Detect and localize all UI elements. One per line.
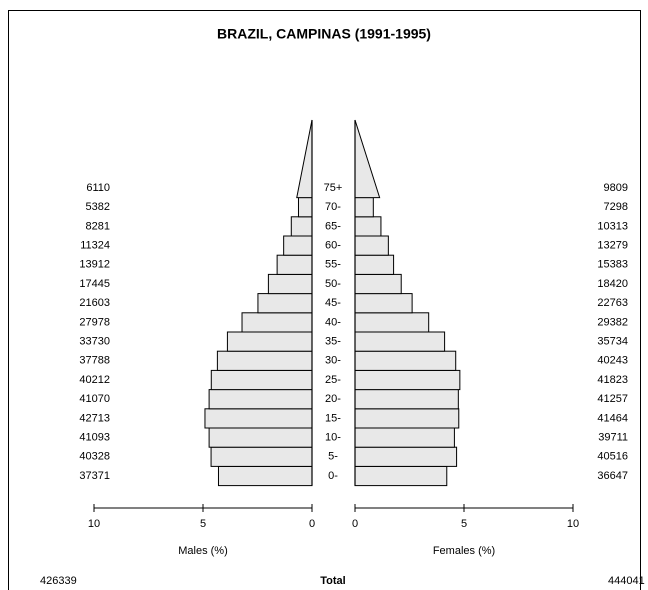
count-label: 41257 [597, 393, 628, 405]
bar-top [354, 119, 381, 199]
bar [354, 235, 389, 256]
count-label: 11324 [80, 240, 110, 252]
chart-title: BRAZIL, CAMPINAS (1991-1995) [217, 26, 431, 42]
count-label: 27978 [79, 316, 110, 328]
bar [354, 312, 430, 333]
count-label: 7298 [604, 201, 628, 213]
age-label: 65- [325, 220, 341, 232]
count-label: 22763 [597, 297, 628, 309]
x-tick-label: 10 [88, 518, 100, 530]
age-label: 0- [328, 470, 338, 482]
age-label: 25- [325, 374, 341, 386]
count-label: 37788 [79, 355, 110, 367]
x-tick-label: 5 [461, 518, 467, 530]
bar [297, 197, 313, 218]
age-label: 10- [325, 432, 341, 444]
count-label: 40212 [79, 374, 110, 386]
age-label: 30- [325, 355, 341, 367]
bar [210, 369, 313, 391]
count-label: 18420 [597, 278, 628, 290]
bar [276, 254, 313, 275]
bar [208, 427, 313, 448]
bar [257, 293, 313, 314]
bar [354, 389, 459, 410]
count-label: 37371 [79, 470, 110, 482]
count-label: 41070 [79, 393, 110, 405]
count-label: 15383 [597, 259, 628, 271]
age-label: 20- [325, 393, 341, 405]
axis-label: Males (%) [178, 545, 228, 557]
age-label: 15- [325, 412, 341, 424]
age-label: 50- [325, 278, 341, 290]
age-label: 40- [325, 316, 341, 328]
bar [354, 465, 448, 487]
bar [241, 312, 313, 333]
bar [290, 216, 313, 237]
axis-label: Females (%) [433, 545, 495, 557]
count-label: 41464 [597, 412, 628, 424]
bar [354, 216, 382, 237]
count-label: 9809 [604, 182, 628, 194]
x-tick-label: 10 [567, 518, 579, 530]
bar [354, 350, 457, 371]
age-label: 5- [328, 451, 338, 463]
count-label: 5382 [86, 201, 110, 213]
count-label: 21603 [79, 297, 110, 309]
bar [216, 350, 313, 371]
count-label: 10313 [597, 220, 628, 232]
total-value: 444041 [608, 575, 645, 587]
bar [226, 331, 313, 352]
bar [354, 293, 413, 314]
bar [267, 273, 313, 295]
bar [354, 408, 460, 429]
x-tick-label: 0 [309, 518, 315, 530]
age-label: 75+ [324, 182, 343, 194]
x-tick-label: 5 [200, 518, 206, 530]
bar [283, 235, 313, 256]
age-label: 35- [325, 336, 341, 348]
count-label: 40328 [79, 451, 110, 463]
count-label: 41093 [79, 432, 110, 444]
bar [210, 446, 313, 467]
count-label: 41823 [597, 374, 628, 386]
bar [208, 389, 313, 410]
count-label: 42713 [79, 412, 110, 424]
bar [354, 427, 455, 448]
count-label: 33730 [79, 336, 110, 348]
age-label: 60- [325, 240, 341, 252]
total-value: 426339 [40, 575, 77, 587]
frame [8, 10, 641, 590]
x-tick-label: 0 [352, 518, 358, 530]
count-label: 29382 [597, 316, 628, 328]
count-label: 17445 [79, 278, 110, 290]
bar [354, 369, 461, 391]
count-label: 6110 [86, 182, 110, 194]
bar-top [296, 119, 313, 199]
count-label: 36647 [597, 470, 628, 482]
bar [217, 465, 313, 487]
count-label: 39711 [598, 432, 628, 444]
count-label: 40516 [597, 451, 628, 463]
total-label: Total [320, 575, 345, 587]
bar [354, 197, 374, 218]
count-label: 13279 [597, 240, 628, 252]
count-label: 8281 [86, 220, 110, 232]
bar [354, 254, 395, 275]
bar [354, 331, 446, 352]
count-label: 13912 [79, 259, 110, 271]
age-label: 70- [325, 201, 341, 213]
bar [204, 408, 313, 429]
count-label: 40243 [597, 355, 628, 367]
count-label: 35734 [597, 336, 628, 348]
bar [354, 446, 458, 467]
age-label: 45- [325, 297, 341, 309]
bar [354, 273, 402, 295]
age-label: 55- [325, 259, 341, 271]
